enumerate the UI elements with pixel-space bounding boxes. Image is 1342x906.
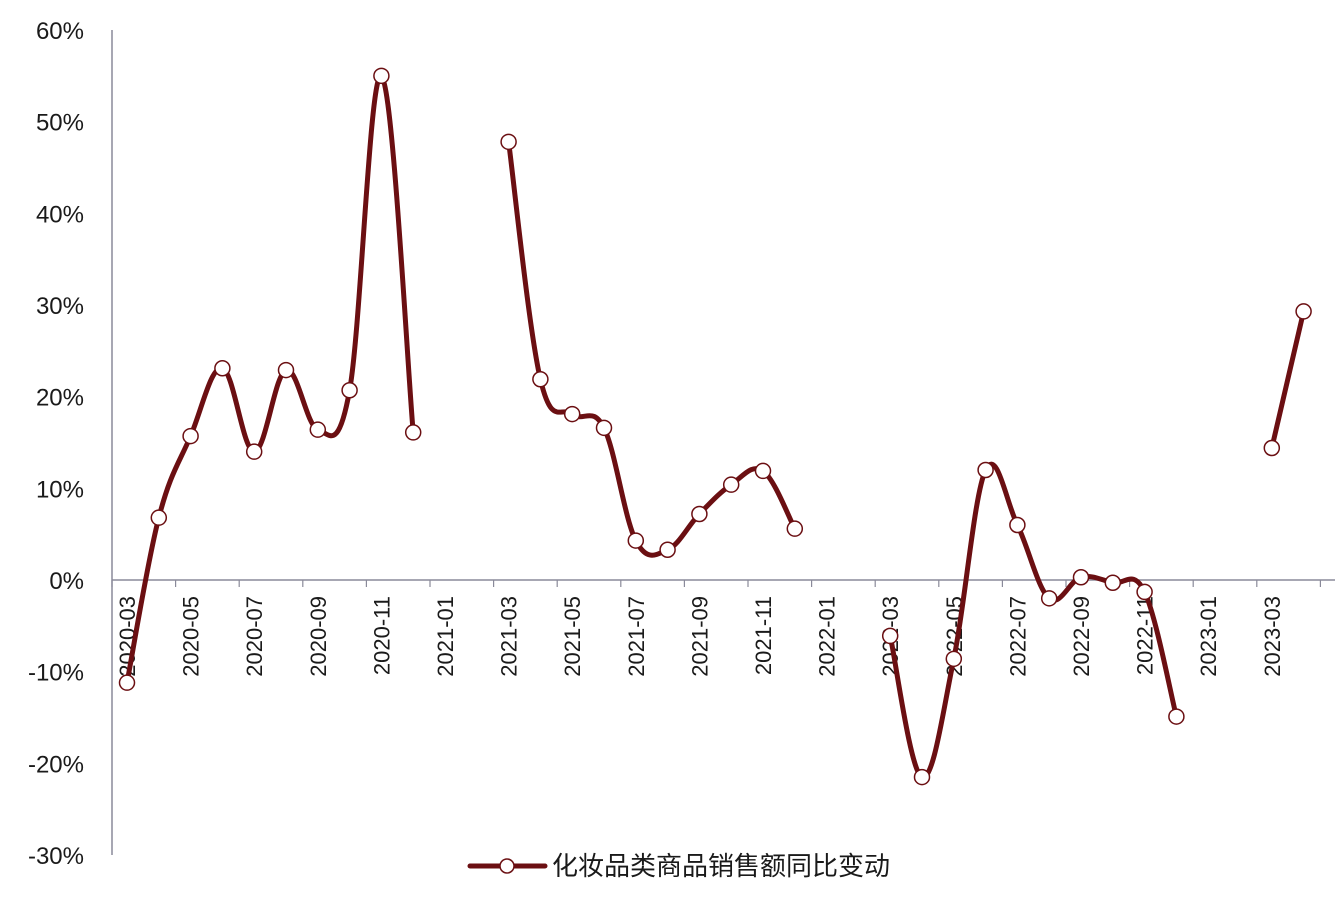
y-tick-label: 0% xyxy=(49,568,84,595)
y-tick-label: 60% xyxy=(36,18,84,45)
x-tick-label: 2021-11 xyxy=(751,596,776,675)
data-point-marker-icon xyxy=(563,405,581,423)
data-point-marker-icon xyxy=(881,627,899,645)
y-tick-label: 10% xyxy=(36,476,84,503)
x-tick-label: 2022-07 xyxy=(1005,596,1030,677)
y-tick-label: 20% xyxy=(36,385,84,412)
data-point-marker-icon xyxy=(913,768,931,786)
x-tick-label: 2022-11 xyxy=(1133,596,1158,675)
data-point-marker-icon xyxy=(1168,708,1185,725)
data-point-marker-icon xyxy=(1009,516,1026,534)
data-point-marker-icon xyxy=(500,133,517,151)
x-tick-label: 2021-09 xyxy=(687,596,712,677)
x-tick-label: 2022-01 xyxy=(815,596,840,677)
data-point-marker-icon xyxy=(786,520,804,537)
y-tick-label: 50% xyxy=(36,110,84,137)
data-point-marker-icon xyxy=(1263,439,1281,457)
x-tick-label: 2021-05 xyxy=(560,596,585,677)
y-tick-label: -10% xyxy=(28,660,84,687)
y-tick-label: -30% xyxy=(28,843,84,870)
data-point-marker-icon xyxy=(627,532,645,549)
data-point-marker-icon xyxy=(341,382,358,399)
y-tick-label: 30% xyxy=(36,293,84,320)
series-line xyxy=(118,67,1312,786)
x-tick-label: 2023-03 xyxy=(1260,596,1285,677)
data-point-marker-icon xyxy=(722,476,740,493)
data-point-marker-icon xyxy=(1295,303,1312,320)
x-tick-label: 2022-09 xyxy=(1069,596,1094,677)
data-point-marker-icon xyxy=(1040,590,1058,607)
y-tick-label: 40% xyxy=(36,201,84,228)
data-point-marker-icon xyxy=(1104,574,1122,591)
data-point-marker-icon xyxy=(691,505,708,523)
data-point-marker-icon xyxy=(754,462,772,480)
series-path xyxy=(1269,308,1307,451)
x-tick-label: 2020-09 xyxy=(306,596,331,677)
legend-label: 化妆品类商品销售额同比变动 xyxy=(552,852,890,882)
data-point-marker-icon xyxy=(659,541,676,558)
x-tick-label: 2020-07 xyxy=(242,596,267,677)
data-point-marker-icon xyxy=(532,371,549,388)
data-point-marker-icon xyxy=(214,360,231,377)
series-path xyxy=(124,73,416,686)
x-tick-label: 2020-05 xyxy=(179,596,204,677)
data-point-marker-icon xyxy=(309,421,327,438)
x-tick-label: 2023-01 xyxy=(1196,596,1221,677)
data-point-marker-icon xyxy=(150,509,168,526)
data-point-marker-icon xyxy=(182,427,199,445)
data-point-marker-icon xyxy=(1136,583,1153,601)
series-path xyxy=(506,139,798,558)
data-point-marker-icon xyxy=(977,461,994,479)
x-tick-label: 2020-11 xyxy=(369,596,394,675)
data-point-marker-icon xyxy=(373,67,390,85)
data-point-marker-icon xyxy=(945,650,963,668)
data-point-marker-icon xyxy=(1072,569,1090,586)
data-point-marker-icon xyxy=(595,419,613,437)
y-axis: 60% 50% 40% 30% 20% 10% 0% -10% -20% -30% xyxy=(28,18,113,870)
x-tick-label: 2021-03 xyxy=(497,596,522,677)
legend-marker-icon xyxy=(499,858,515,874)
x-tick-label: 2021-01 xyxy=(433,596,458,677)
data-point-marker-icon xyxy=(277,361,295,379)
legend: 化妆品类商品销售额同比变动 xyxy=(467,852,890,882)
x-tick-label: 2021-07 xyxy=(624,596,649,677)
data-point-marker-icon xyxy=(404,424,422,441)
data-point-marker-icon xyxy=(118,674,136,691)
y-tick-label: -20% xyxy=(28,751,84,778)
data-point-marker-icon xyxy=(245,443,263,460)
